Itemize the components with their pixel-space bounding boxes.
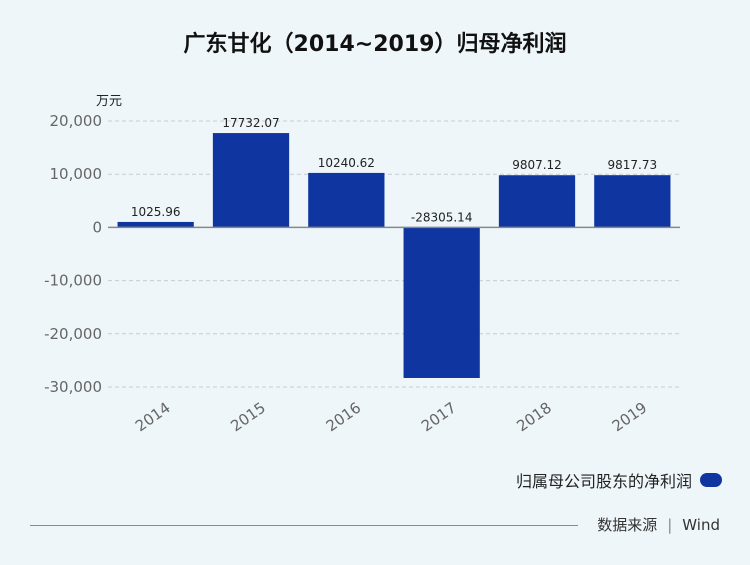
value-label: 9807.12 — [512, 158, 562, 172]
value-label: 10240.62 — [318, 156, 375, 170]
y-tick-label: -10,000 — [44, 272, 102, 290]
x-tick-label: 2016 — [323, 399, 365, 436]
bars — [117, 133, 671, 378]
source-separator: | — [667, 515, 673, 534]
y-tick-label: -30,000 — [44, 378, 102, 396]
bar — [594, 175, 671, 228]
bar — [308, 172, 385, 228]
source-credit: 数据来源 | Wind — [597, 514, 720, 535]
x-tick-label: 2019 — [609, 399, 651, 436]
x-tick-label: 2017 — [418, 399, 460, 436]
value-label: 9817.73 — [608, 158, 658, 172]
value-labels: 1025.96 17732.07 10240.62 -28305.14 9807.12 9… — [131, 116, 657, 224]
y-tick-label: 0 — [92, 218, 102, 236]
legend: 归属母公司股东的净利润 — [516, 468, 722, 492]
bar — [498, 175, 576, 228]
y-axis-unit: 万元 — [96, 94, 123, 109]
chart-title: 广东甘化（2014~2019）归母净利润 — [183, 32, 567, 57]
bar — [117, 221, 194, 228]
x-tick-label: 2015 — [227, 399, 269, 436]
source-label: 数据来源 — [597, 516, 658, 534]
x-tick-label: 2018 — [513, 399, 555, 436]
y-tick-labels: 20,000 10,000 0 -10,000 -20,000 -30,000 — [44, 112, 102, 396]
x-tick-label: 2014 — [132, 399, 174, 436]
footer-divider — [30, 525, 578, 526]
legend-swatch — [700, 473, 722, 487]
source-value: Wind — [682, 515, 720, 534]
bar — [403, 227, 480, 378]
legend-label: 归属母公司股东的净利润 — [515, 472, 692, 491]
gridlines — [108, 120, 680, 388]
value-label: 17732.07 — [222, 116, 279, 130]
bar — [212, 133, 290, 228]
value-label: -28305.14 — [411, 210, 473, 224]
y-tick-label: 10,000 — [50, 165, 103, 183]
value-label: 1025.96 — [131, 205, 181, 219]
y-tick-label: 20,000 — [50, 112, 103, 130]
x-tick-labels: 2014 2015 2016 2017 2018 2019 — [132, 399, 650, 436]
y-tick-label: -20,000 — [44, 325, 102, 343]
